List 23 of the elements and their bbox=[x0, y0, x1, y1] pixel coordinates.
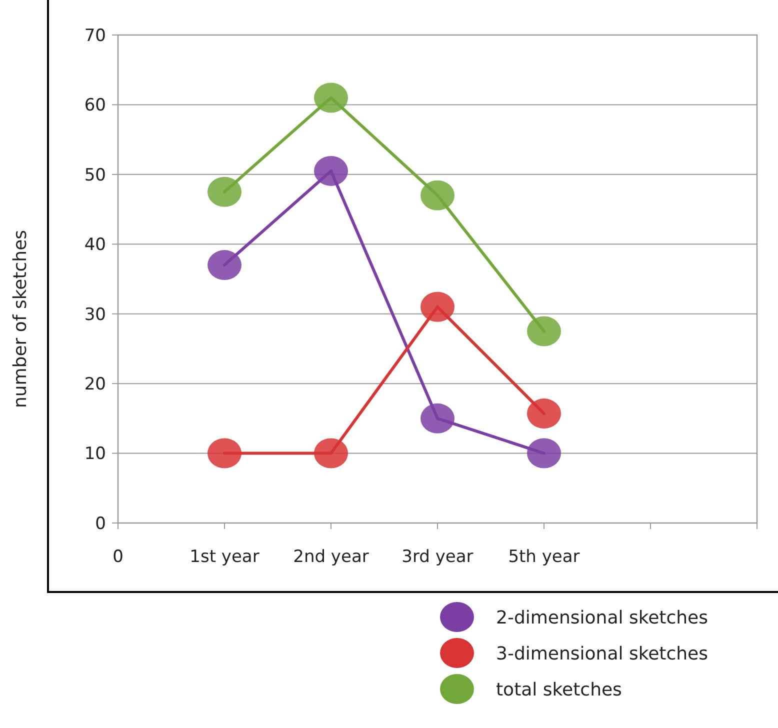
y-tick-label: 10 bbox=[84, 444, 106, 464]
x-tick-label: 5th year bbox=[508, 547, 580, 567]
y-tick-label: 70 bbox=[84, 26, 106, 46]
y-tick-label: 50 bbox=[84, 165, 106, 186]
x-tick-label: 1st year bbox=[190, 547, 260, 567]
y-tick-label: 30 bbox=[84, 304, 106, 325]
x-tick-label: 3rd year bbox=[402, 547, 474, 567]
point bbox=[527, 398, 561, 429]
y-tick-label: 40 bbox=[84, 235, 106, 256]
y-axis-title: number of sketches bbox=[10, 230, 31, 408]
y-tick-label: 0 bbox=[95, 514, 106, 534]
legend-label: 3-dimensional sketches bbox=[496, 643, 708, 664]
point bbox=[208, 438, 242, 468]
point bbox=[527, 316, 561, 346]
y-tick-label: 20 bbox=[84, 374, 106, 395]
text: 0 bbox=[112, 547, 124, 567]
point bbox=[208, 250, 242, 280]
y-tick-label: 60 bbox=[84, 96, 106, 116]
legend-label: total sketches bbox=[496, 679, 622, 700]
legend-label: 2-dimensional sketches bbox=[496, 607, 708, 628]
point bbox=[208, 176, 242, 207]
x-tick-label: 2nd year bbox=[293, 547, 369, 567]
point bbox=[527, 438, 561, 468]
